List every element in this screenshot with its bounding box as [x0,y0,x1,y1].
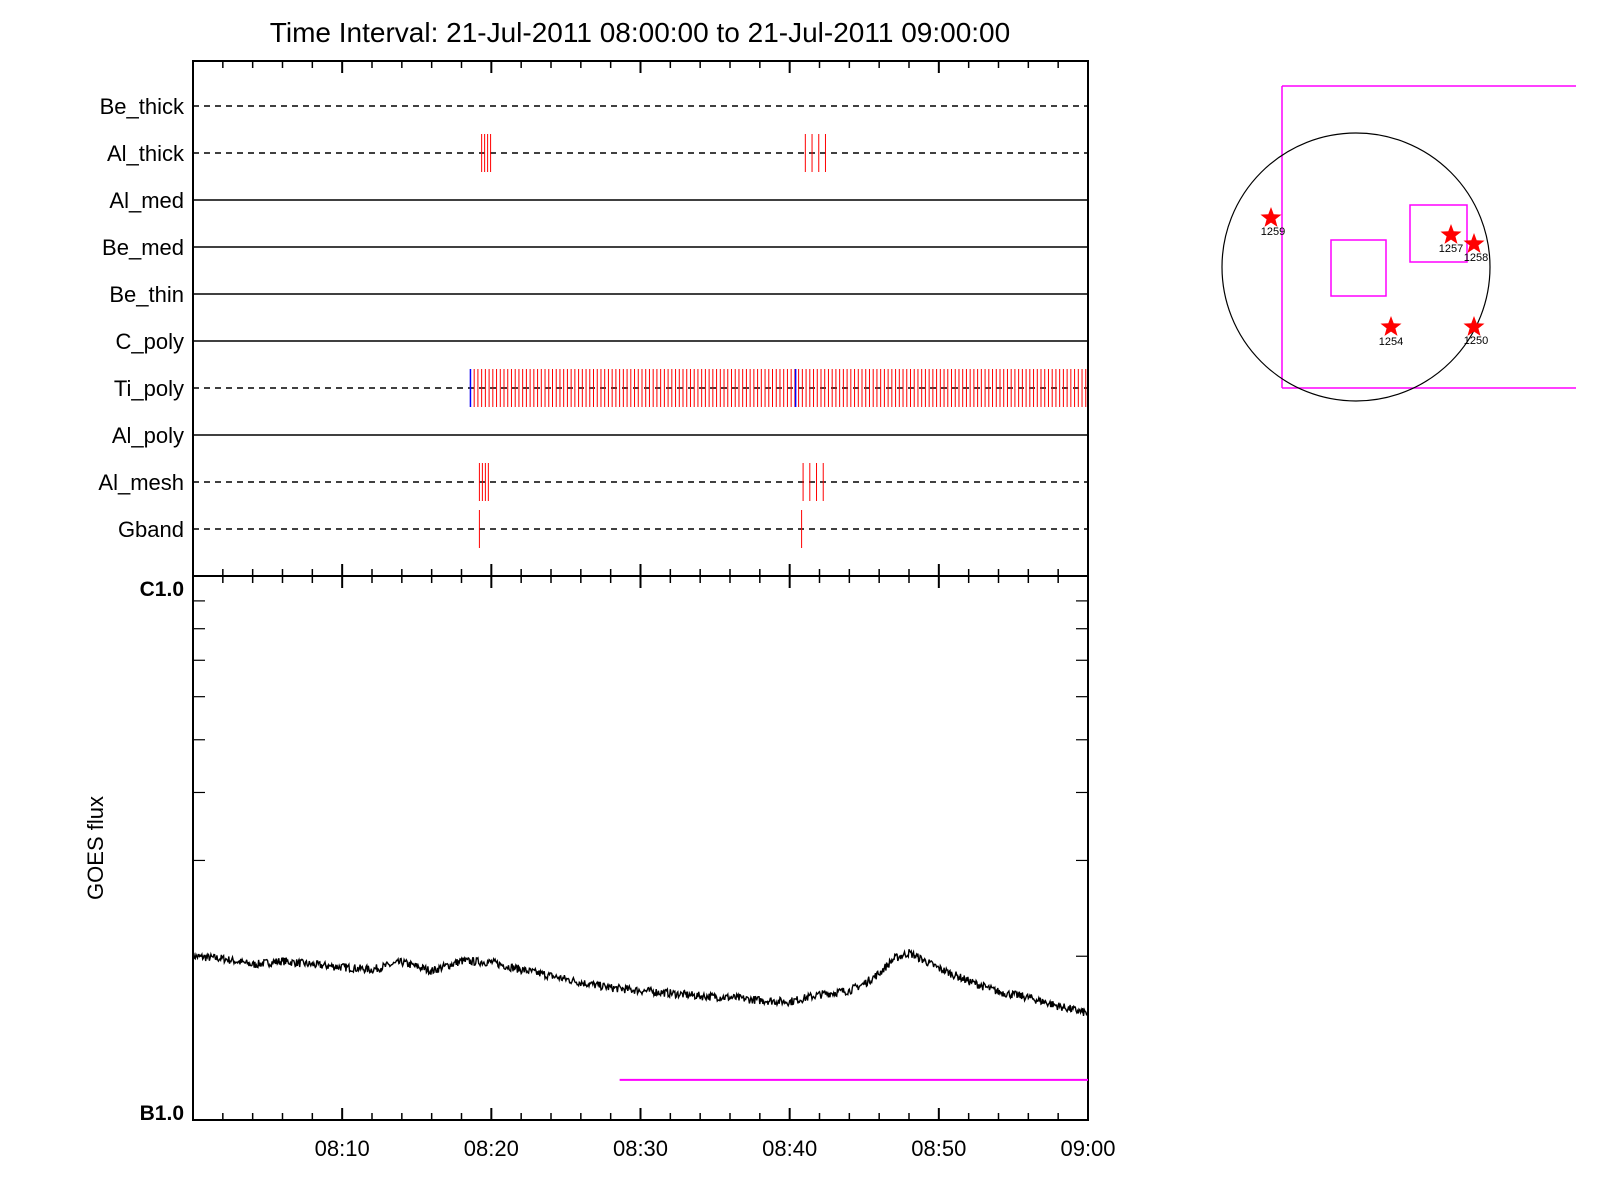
goes-panel: C1.0 B1.0 GOES flux 08:10 08:20 08:30 08:40… [83,575,1116,1161]
solar-disk [1221,132,1491,402]
active-region-label: 1258 [1464,252,1488,264]
channel-rows: Be_thick Al_thick Al_med Be_med Be_thin C_pol… [98,94,1088,548]
x-tick-label: 08:20 [464,1136,519,1161]
active-region-label: 1257 [1439,243,1463,255]
active-region-label: 1250 [1464,335,1488,347]
filter-panel-frame [192,60,1089,577]
channel-label-be_thin: Be_thin [109,282,184,307]
goes-panel-frame [192,575,1089,1121]
active-region-label: 1254 [1379,336,1403,348]
x-tick-label: 08:30 [613,1136,668,1161]
active-region-star [1440,224,1462,244]
active-region-star [1463,233,1485,253]
channel-label-al_med: Al_med [109,188,184,213]
active-region-star [1380,316,1402,336]
active-region-star [1260,207,1282,227]
fov-box-center [1330,239,1387,297]
channel-label-gband: Gband [118,517,184,542]
channel-label-al_mesh: Al_mesh [98,470,184,495]
channel-label-al_poly: Al_poly [112,423,184,448]
x-tick-label: 08:10 [315,1136,370,1161]
channel-label-c_poly: C_poly [116,329,184,354]
channel-label-al_thick: Al_thick [107,141,185,166]
y-tick-label-bottom: B1.0 [140,1102,184,1125]
y-axis-label: GOES flux [83,796,108,900]
x-tick-label: 08:50 [911,1136,966,1161]
channel-label-be_thick: Be_thick [100,94,185,119]
fov-box-right [1409,204,1468,263]
x-tick-label: 08:40 [762,1136,817,1161]
channel-label-be_med: Be_med [102,235,184,260]
filter-panel: Be_thick Al_thick Al_med Be_med Be_thin C_pol… [98,60,1089,577]
chart-title: Time Interval: 21-Jul-2011 08:00:00 to 2… [270,17,1010,48]
active-region-label: 1259 [1261,226,1285,238]
goes-flux-line [192,948,1089,1016]
y-tick-label-top: C1.0 [140,578,184,601]
goes-axis-ticks [192,576,1089,1120]
channel-label-ti_poly: Ti_poly [114,376,184,401]
top-panel-ticks [192,61,1089,576]
active-region-star [1463,316,1485,336]
x-tick-labels: 08:10 08:20 08:30 08:40 08:50 09:00 [315,1136,1116,1161]
x-tick-label: 09:00 [1060,1136,1115,1161]
